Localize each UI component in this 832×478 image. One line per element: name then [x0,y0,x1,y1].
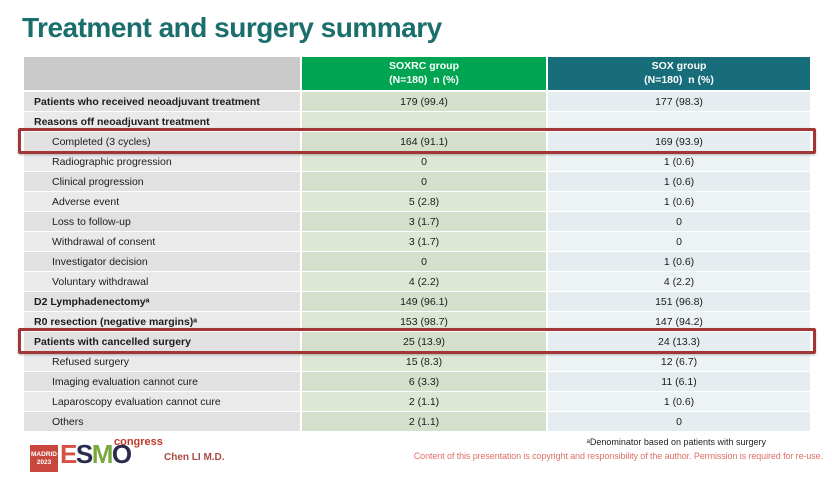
esmo-letter-o: O [111,439,132,469]
header-soxrc-line2: (N=180) n (%) [389,73,459,86]
row-value-sox: 1 (0.6) [548,192,810,211]
row-value-soxrc: 0 [302,172,546,191]
row-value-soxrc: 164 (91.1) [302,132,546,151]
row-label: Withdrawal of consent [24,232,300,251]
esmo-letter-m: M [91,439,114,469]
table-row: Completed (3 cycles) 164 (91.1) 169 (93.… [18,128,816,154]
row-value-sox: 169 (93.9) [548,132,810,151]
table-body: Patients who received neoadjuvant treatm… [18,92,816,431]
table-header-row: SOXRC group (N=180) n (%) SOX group (N=1… [24,57,810,90]
row-value-sox: 177 (98.3) [548,92,810,111]
badge-year: 2023 [36,458,52,466]
row-value-sox: 11 (6.1) [548,372,810,391]
row-value-sox: 1 (0.6) [548,172,810,191]
table-footnote: ᵃDenominator based on patients with surg… [586,437,766,447]
row-label: R0 resection (negative margins)ᵃ [24,312,300,331]
row-label: Others [24,412,300,431]
row-label: Completed (3 cycles) [24,132,300,151]
row-value-soxrc: 149 (96.1) [302,292,546,311]
row-value-soxrc: 5 (2.8) [302,192,546,211]
row-value-soxrc [302,112,546,131]
row-value-soxrc: 0 [302,152,546,171]
row-label: Imaging evaluation cannot cure [24,372,300,391]
table-row: Clinical progression 0 1 (0.6) [24,172,810,191]
header-sox-group: SOX group (N=180) n (%) [548,57,810,90]
row-label: Refused surgery [24,352,300,371]
row-value-soxrc: 2 (1.1) [302,392,546,411]
row-value-sox: 0 [548,212,810,231]
row-value-sox: 4 (2.2) [548,272,810,291]
table-row: Loss to follow-up 3 (1.7) 0 [24,212,810,231]
presenter-name: Chen LI M.D. [164,452,225,463]
row-label: Laparoscopy evaluation cannot cure [24,392,300,411]
congress-label: congress [114,436,163,448]
esmo-letter-e: E [60,439,77,469]
row-label: Loss to follow-up [24,212,300,231]
header-sox-line2: (N=180) n (%) [644,73,714,86]
row-value-sox: 1 (0.6) [548,252,810,271]
row-value-sox: 147 (94.2) [548,312,810,331]
table-row: Voluntary withdrawal 4 (2.2) 4 (2.2) [24,272,810,291]
table-row: Patients who received neoadjuvant treatm… [24,92,810,111]
row-value-soxrc: 2 (1.1) [302,412,546,431]
table-row: Investigator decision 0 1 (0.6) [24,252,810,271]
table-row: Refused surgery 15 (8.3) 12 (6.7) [24,352,810,371]
row-value-soxrc: 4 (2.2) [302,272,546,291]
row-label: Clinical progression [24,172,300,191]
badge-city: MADRID [31,450,57,458]
table-row: Adverse event 5 (2.8) 1 (0.6) [24,192,810,211]
row-label: D2 Lymphadenectomyᵃ [24,292,300,311]
table-row: Reasons off neoadjuvant treatment [24,112,810,131]
row-label: Patients who received neoadjuvant treatm… [24,92,300,111]
summary-table: SOXRC group (N=180) n (%) SOX group (N=1… [18,57,816,432]
copyright-notice: Content of this presentation is copyrigh… [413,451,823,461]
row-label: Adverse event [24,192,300,211]
row-value-soxrc: 15 (8.3) [302,352,546,371]
header-soxrc-line1: SOXRC group [389,60,459,73]
table-row: Imaging evaluation cannot cure 6 (3.3) 1… [24,372,810,391]
row-value-sox: 1 (0.6) [548,392,810,411]
esmo-letter-s: S [75,439,93,469]
esmo-wordmark: ESMO [60,439,132,470]
row-value-sox [548,112,810,131]
row-value-sox: 0 [548,412,810,431]
row-value-soxrc: 25 (13.9) [302,332,546,351]
row-value-sox: 0 [548,232,810,251]
table-row: Withdrawal of consent 3 (1.7) 0 [24,232,810,251]
header-empty-cell [24,57,300,90]
row-value-soxrc: 179 (99.4) [302,92,546,111]
row-label: Reasons off neoadjuvant treatment [24,112,300,131]
table-row: Laparoscopy evaluation cannot cure 2 (1.… [24,392,810,411]
row-label: Investigator decision [24,252,300,271]
table-row: D2 Lymphadenectomyᵃ 149 (96.1) 151 (96.8… [24,292,810,311]
row-value-sox: 1 (0.6) [548,152,810,171]
row-value-soxrc: 3 (1.7) [302,232,546,251]
row-label: Voluntary withdrawal [24,272,300,291]
row-value-sox: 151 (96.8) [548,292,810,311]
row-value-soxrc: 153 (98.7) [302,312,546,331]
table-row: R0 resection (negative margins)ᵃ 153 (98… [24,312,810,331]
table-row: Others 2 (1.1) 0 [24,412,810,431]
row-value-soxrc: 3 (1.7) [302,212,546,231]
table-row: Radiographic progression 0 1 (0.6) [24,152,810,171]
page-title: Treatment and surgery summary [22,12,442,43]
table-row: Patients with cancelled surgery 25 (13.9… [18,328,816,354]
header-soxrc-group: SOXRC group (N=180) n (%) [302,57,546,90]
row-label: Patients with cancelled surgery [24,332,300,351]
madrid-2023-badge: MADRID 2023 [30,445,58,472]
row-value-soxrc: 6 (3.3) [302,372,546,391]
row-value-sox: 24 (13.3) [548,332,810,351]
row-value-sox: 12 (6.7) [548,352,810,371]
row-label: Radiographic progression [24,152,300,171]
header-sox-line1: SOX group [651,60,707,73]
row-value-soxrc: 0 [302,252,546,271]
